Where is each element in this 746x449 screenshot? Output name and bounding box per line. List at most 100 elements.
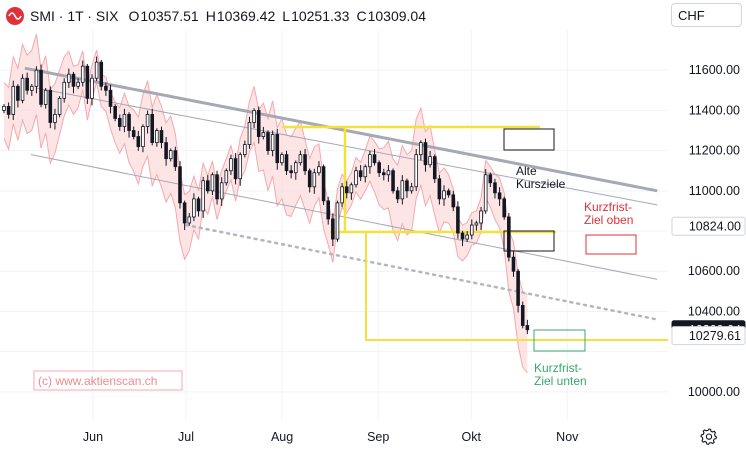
candle-body-103 bbox=[479, 210, 483, 224]
candle-body-15 bbox=[71, 73, 76, 87]
candle-body-2 bbox=[11, 85, 16, 115]
candle-body-92 bbox=[428, 156, 432, 166]
x-tick-label-4: Okt bbox=[461, 430, 481, 444]
candle-body-8 bbox=[39, 69, 43, 105]
watermark-box bbox=[33, 370, 183, 391]
candle-body-18 bbox=[85, 65, 90, 99]
candle-body-83 bbox=[386, 170, 391, 176]
candle-body-17 bbox=[80, 65, 85, 83]
candle-body-77 bbox=[358, 170, 363, 178]
x-tick-label-2: Aug bbox=[271, 430, 293, 444]
candle-body-84 bbox=[391, 170, 395, 192]
candle-body-76 bbox=[354, 170, 358, 186]
low-key: L bbox=[282, 8, 291, 24]
candle-body-60 bbox=[280, 154, 284, 164]
smi-logo-icon[interactable] bbox=[6, 7, 24, 25]
candle-body-20 bbox=[94, 61, 99, 79]
annotation-short-target-down-line-0: Kurzfrist- bbox=[534, 361, 582, 375]
candle-body-64 bbox=[298, 154, 303, 164]
candle-body-31 bbox=[145, 114, 150, 127]
candle-body-56 bbox=[261, 132, 266, 137]
candle-body-13 bbox=[62, 81, 66, 99]
candle-body-4 bbox=[20, 77, 25, 101]
candle-body-46 bbox=[215, 174, 219, 200]
old-target-box-mid bbox=[503, 230, 555, 252]
symbol-label[interactable]: SMI · 1T · SIX bbox=[30, 8, 119, 24]
candle-body-67 bbox=[312, 172, 317, 188]
candle-body-80 bbox=[372, 154, 377, 164]
candle-body-23 bbox=[108, 89, 113, 107]
candle-body-88 bbox=[409, 186, 414, 192]
candle-body-106 bbox=[493, 182, 497, 194]
high-key: H bbox=[205, 8, 216, 24]
candle-body-96 bbox=[446, 190, 451, 196]
candle-body-33 bbox=[155, 130, 159, 143]
open-key: O bbox=[128, 8, 140, 24]
candle-body-9 bbox=[43, 89, 48, 105]
candle-body-36 bbox=[168, 150, 173, 160]
x-tick-label-5: Nov bbox=[556, 430, 579, 444]
candle-body-113 bbox=[525, 325, 530, 331]
x-tick-label-3: Sep bbox=[367, 430, 389, 444]
trendline-1 bbox=[37, 87, 658, 206]
candle-body-111 bbox=[516, 270, 520, 306]
candle-body-35 bbox=[164, 142, 168, 160]
short-target-up-box bbox=[585, 234, 637, 255]
candle-body-59 bbox=[275, 134, 280, 164]
candle-body-7 bbox=[34, 69, 39, 87]
candle-body-94 bbox=[437, 178, 442, 200]
candle-body-28 bbox=[131, 130, 136, 137]
candle-body-52 bbox=[243, 144, 247, 156]
candle-body-27 bbox=[127, 114, 131, 131]
candle-body-89 bbox=[414, 154, 418, 188]
candle-body-21 bbox=[99, 61, 104, 87]
candle-body-86 bbox=[400, 180, 405, 200]
candle-body-10 bbox=[48, 89, 53, 123]
candle-body-105 bbox=[488, 174, 493, 184]
candle-body-69 bbox=[321, 166, 326, 202]
trendline-3 bbox=[184, 223, 659, 321]
candle-body-109 bbox=[507, 216, 511, 258]
x-tick-label-0: Jun bbox=[83, 430, 103, 444]
candle-body-81 bbox=[377, 162, 381, 174]
candle-body-26 bbox=[122, 114, 127, 127]
candle-body-70 bbox=[326, 200, 330, 220]
candle-body-24 bbox=[113, 105, 117, 119]
candle-body-108 bbox=[502, 198, 506, 218]
candle-body-90 bbox=[419, 142, 423, 156]
candle-body-107 bbox=[497, 192, 502, 200]
candle-body-39 bbox=[182, 202, 187, 224]
candle-body-45 bbox=[210, 174, 215, 192]
annotation-old-targets-line-1: Kursziele bbox=[516, 177, 566, 191]
high-value: 10369.42 bbox=[216, 8, 276, 24]
candle-body-38 bbox=[178, 166, 182, 204]
candle-body-110 bbox=[511, 256, 516, 272]
candle-body-85 bbox=[395, 190, 400, 200]
y-tick-label-7: 11400.00 bbox=[689, 103, 740, 117]
candle-body-71 bbox=[331, 218, 335, 240]
price-badge-box-0 bbox=[671, 216, 746, 236]
candle-body-32 bbox=[150, 114, 155, 143]
close-value: 10309.04 bbox=[367, 8, 426, 24]
candle-body-62 bbox=[289, 170, 293, 174]
close-key: C bbox=[356, 8, 367, 24]
candle-body-47 bbox=[219, 182, 224, 200]
currency-selector[interactable]: CHF bbox=[671, 3, 742, 27]
candle-body-66 bbox=[307, 170, 312, 188]
candle-body-16 bbox=[76, 81, 80, 87]
candle-body-53 bbox=[247, 122, 252, 145]
candle-body-100 bbox=[465, 234, 469, 240]
candle-body-50 bbox=[233, 158, 238, 180]
candle-body-63 bbox=[293, 162, 298, 174]
candle-body-102 bbox=[474, 222, 479, 226]
gear-icon[interactable] bbox=[700, 427, 718, 445]
x-tick-label-1: Jul bbox=[178, 430, 194, 444]
candle-body-55 bbox=[256, 110, 261, 137]
annotation-short-target-up-line-1: Ziel oben bbox=[584, 213, 633, 227]
envelope-band bbox=[4, 34, 528, 373]
candle-body-97 bbox=[451, 194, 456, 208]
candle-body-79 bbox=[368, 154, 372, 168]
candle-body-43 bbox=[201, 180, 205, 212]
candle-body-29 bbox=[136, 136, 141, 147]
